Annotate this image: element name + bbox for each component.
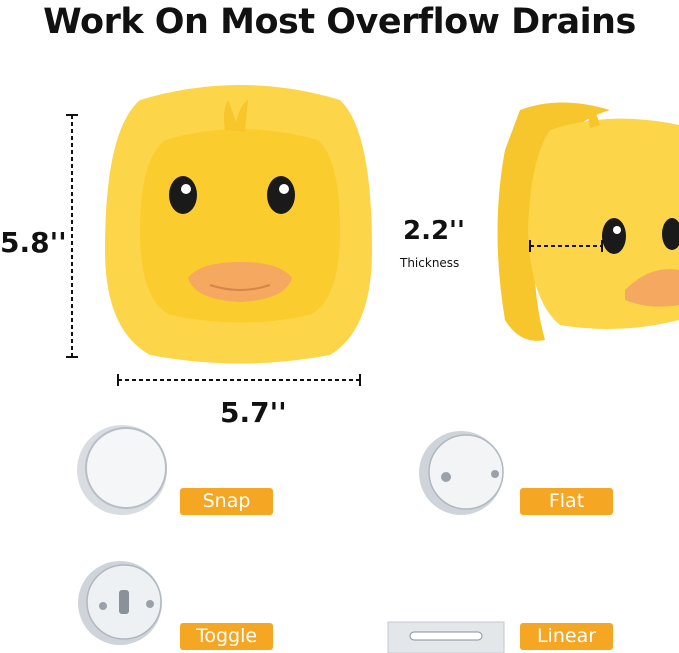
height-label: 5.8'' — [0, 226, 67, 259]
page-title: Work On Most Overflow Drains — [43, 2, 636, 42]
snap-drain-cover — [77, 425, 167, 515]
height-dimension-line — [66, 114, 78, 358]
width-dimension-line — [117, 374, 361, 386]
width-label: 5.7'' — [220, 396, 287, 429]
tag-flat: Flat — [520, 488, 613, 515]
toggle-drain-cover — [78, 561, 162, 645]
flat-drain-cover — [419, 431, 504, 515]
tag-toggle: Toggle — [180, 623, 273, 650]
tag-linear: Linear — [520, 623, 613, 650]
duck-side-view — [497, 102, 679, 341]
linear-drain-cover — [387, 621, 505, 653]
thickness-label: Thickness — [400, 256, 460, 270]
thickness-value: 2.2'' — [403, 216, 465, 246]
thickness-dimension-line — [529, 240, 603, 252]
duck-front-view — [105, 85, 372, 364]
tag-snap: Snap — [180, 488, 273, 515]
